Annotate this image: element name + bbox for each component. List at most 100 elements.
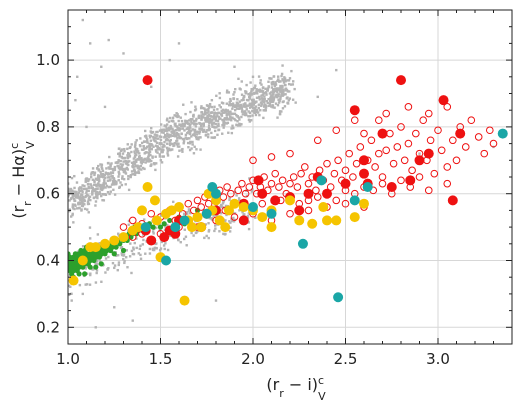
field-star-point — [223, 219, 227, 223]
field-star-point — [141, 243, 145, 246]
field-star-point — [68, 284, 71, 287]
yellow-filled-point — [68, 275, 79, 286]
field-star-point — [149, 139, 153, 142]
field-star-point — [224, 232, 227, 236]
field-star-point — [160, 148, 163, 151]
red-open-point — [184, 199, 193, 208]
field-star-point — [248, 97, 252, 100]
field-star-point — [150, 147, 153, 151]
field-star-point — [122, 253, 126, 256]
field-star-point — [261, 99, 264, 103]
field-star-point — [238, 118, 241, 121]
field-star-point — [207, 236, 210, 240]
field-star-point — [218, 92, 221, 95]
field-star-point — [239, 88, 242, 91]
field-star-point — [93, 188, 96, 191]
field-star-point — [175, 142, 179, 145]
field-star-point — [110, 175, 113, 178]
field-star-point — [250, 90, 253, 93]
field-star-point — [291, 83, 295, 86]
field-star-point — [108, 192, 111, 196]
field-star-point — [247, 118, 251, 122]
field-star-point — [275, 93, 278, 97]
field-star-point — [157, 146, 161, 150]
field-star-point — [150, 126, 153, 130]
field-star-point — [276, 75, 280, 78]
field-star-point — [264, 91, 268, 94]
field-star-point — [231, 116, 234, 120]
field-star-point — [108, 176, 111, 179]
red-open-point — [426, 136, 435, 145]
field-star-point — [166, 142, 169, 145]
field-star-point — [133, 168, 136, 171]
yellow-filled-point — [109, 235, 120, 246]
field-star-point — [134, 164, 138, 167]
field-star-point — [133, 150, 136, 153]
field-star-point — [177, 133, 180, 136]
field-star-point — [176, 145, 180, 148]
red-open-point — [286, 179, 294, 188]
field-star-point — [165, 138, 168, 141]
field-star-point — [198, 132, 201, 135]
field-star-point — [142, 238, 145, 242]
red-open-point — [397, 176, 405, 185]
field-star-point — [234, 105, 238, 108]
field-star-point — [223, 124, 226, 127]
field-star-point — [225, 89, 229, 92]
field-star-point — [247, 95, 251, 99]
field-star-point — [130, 143, 133, 146]
field-star-point — [150, 159, 153, 163]
field-star-point — [136, 158, 140, 161]
field-star-point — [81, 202, 85, 205]
field-star-point — [124, 256, 128, 259]
field-star-point — [109, 164, 112, 167]
field-star-point — [89, 198, 92, 202]
yellow-filled-point — [100, 238, 110, 249]
field-star-point — [242, 94, 246, 98]
field-star-point — [68, 195, 70, 198]
field-star-point — [250, 190, 254, 193]
red-open-point — [375, 116, 383, 125]
field-star-point — [103, 178, 106, 182]
field-star-point — [223, 117, 227, 120]
x-axis-label: (rr − i)c V — [266, 374, 326, 400]
field-star-point — [168, 127, 172, 130]
field-star-point — [200, 105, 203, 108]
field-star-point — [77, 201, 80, 204]
field-star-point — [181, 137, 185, 141]
field-star-point — [118, 185, 121, 189]
field-star-point — [155, 141, 159, 145]
field-star-point — [288, 90, 291, 93]
field-star-point — [153, 163, 156, 166]
field-star-point — [192, 113, 195, 117]
field-star-point — [123, 261, 126, 265]
field-star-point — [221, 132, 224, 135]
field-star-point — [128, 155, 131, 158]
field-star-point — [192, 152, 196, 155]
field-star-point — [119, 181, 122, 184]
field-star-point — [164, 225, 167, 229]
field-star-point — [163, 136, 166, 139]
field-star-point — [155, 134, 158, 137]
field-star-point — [236, 120, 239, 123]
field-star-point — [218, 96, 222, 100]
red-filled-point — [253, 175, 264, 186]
field-star-point — [201, 122, 204, 126]
field-star-point — [200, 111, 204, 114]
field-star-point — [199, 148, 202, 151]
cyan-filled-point — [201, 208, 212, 219]
field-star-point — [228, 220, 231, 223]
red-open-point — [412, 129, 420, 138]
field-star-point — [263, 98, 266, 101]
field-star-point — [91, 167, 95, 170]
field-star-point — [259, 109, 262, 112]
field-star-point — [148, 252, 152, 255]
field-star-point — [316, 95, 319, 99]
field-star-point — [276, 116, 279, 119]
field-star-point — [418, 152, 421, 155]
red-open-point — [204, 199, 213, 208]
field-star-point — [85, 283, 89, 286]
field-star-point — [252, 109, 255, 113]
field-star-point — [258, 90, 262, 93]
